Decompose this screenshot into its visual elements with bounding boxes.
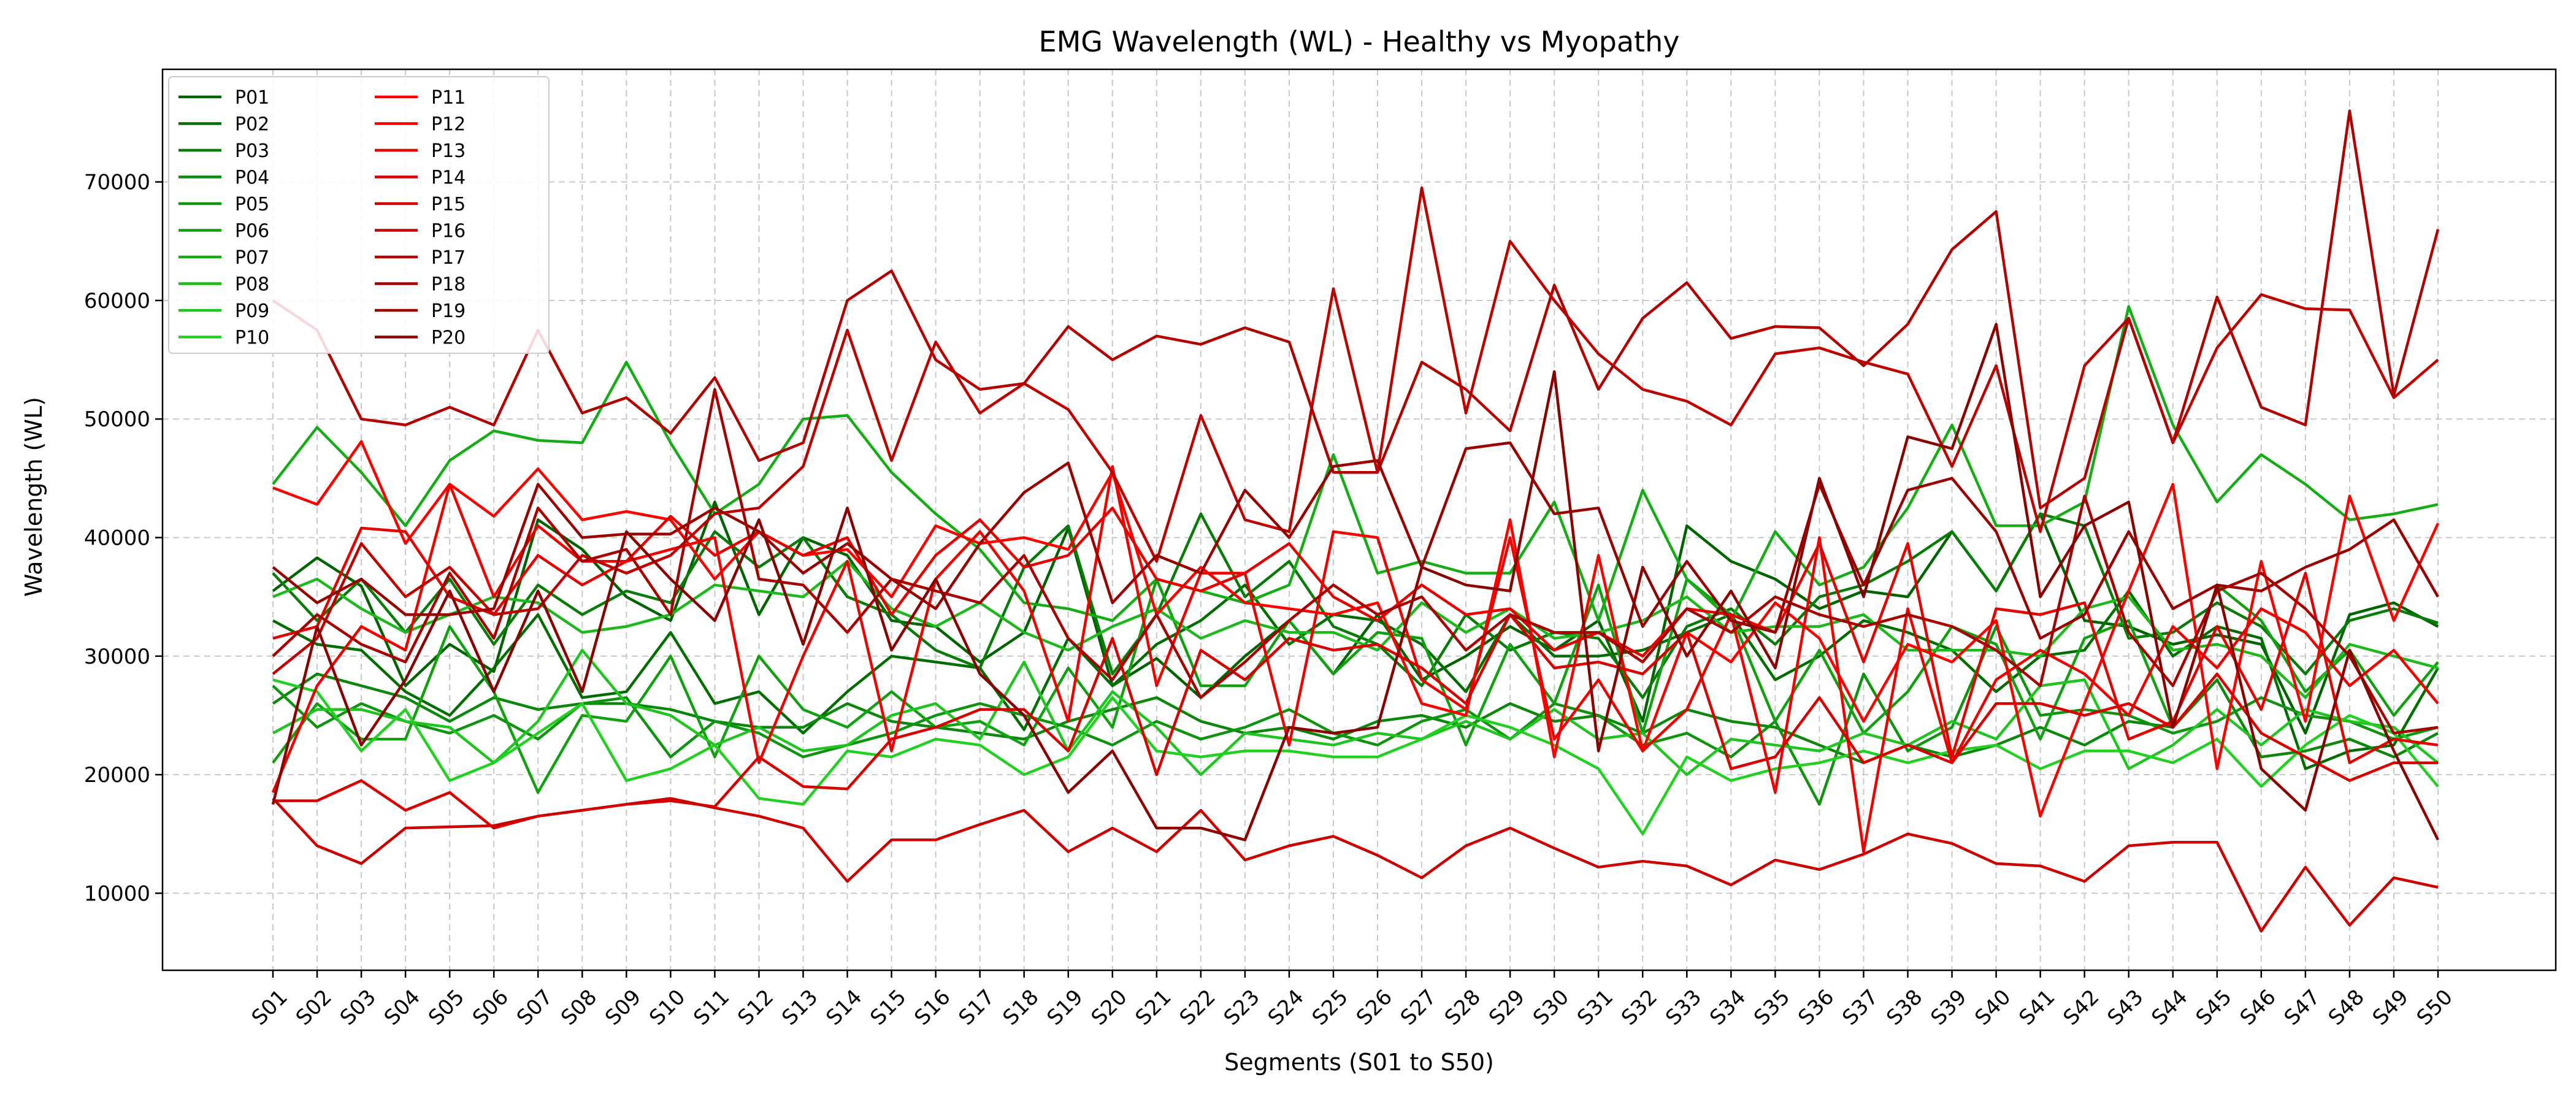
legend-label: P10 bbox=[235, 328, 269, 349]
series-line-p08 bbox=[272, 559, 2439, 699]
legend-label: P09 bbox=[235, 301, 269, 322]
legend: P01 P02 P03 P04 P05 P06 P07 P08 P09 P10 P11 P12 P13 P… bbox=[168, 76, 550, 354]
legend-label: P08 bbox=[235, 274, 269, 296]
series-line-p15 bbox=[272, 797, 2439, 933]
legend-label: P14 bbox=[431, 167, 466, 189]
legend-label: P05 bbox=[235, 194, 269, 215]
legend-label: P16 bbox=[431, 221, 466, 242]
series-line-p10 bbox=[272, 678, 2439, 835]
series-line-p16 bbox=[272, 186, 2439, 675]
legend-label: P03 bbox=[235, 140, 269, 162]
y-tick-label: 70000 bbox=[84, 171, 150, 195]
y-tick-label: 40000 bbox=[84, 526, 150, 550]
legend-label: P15 bbox=[431, 194, 466, 215]
y-tick-label: 20000 bbox=[84, 763, 150, 788]
x-axis-title: Segments (S01 to S50) bbox=[1224, 1049, 1494, 1076]
legend-label: P19 bbox=[431, 301, 466, 322]
legend-label: P04 bbox=[235, 167, 269, 189]
legend-label: P18 bbox=[431, 274, 466, 296]
legend-label: P01 bbox=[235, 87, 269, 109]
legend-label: P06 bbox=[235, 221, 269, 242]
series-line-p13 bbox=[272, 506, 2439, 764]
series-line-p18 bbox=[272, 388, 2439, 735]
legend-label: P17 bbox=[431, 247, 466, 269]
series-line-p09 bbox=[272, 648, 2439, 776]
legend-label: P07 bbox=[235, 247, 269, 269]
legend-label: P02 bbox=[235, 114, 269, 136]
series-line-p17 bbox=[272, 109, 2440, 510]
series-line-p19 bbox=[272, 441, 2439, 640]
series-line-p01 bbox=[272, 500, 2439, 735]
series-lines bbox=[271, 109, 2440, 933]
series-line-p02 bbox=[272, 583, 2439, 770]
y-tick-label: 60000 bbox=[84, 289, 150, 313]
series-line-p20 bbox=[271, 323, 2440, 841]
legend-label: P13 bbox=[431, 140, 466, 162]
legend-box bbox=[168, 76, 550, 354]
plot-area-frame bbox=[161, 68, 2557, 972]
y-axis-title: Wavelength (WL) bbox=[20, 397, 47, 597]
y-tick-label: 10000 bbox=[84, 881, 150, 906]
legend-label: P20 bbox=[431, 328, 466, 349]
chart-title: EMG Wavelength (WL) - Healthy vs Myopath… bbox=[1039, 25, 1680, 58]
y-tick-label: 50000 bbox=[84, 407, 150, 432]
legend-label: P11 bbox=[431, 87, 466, 109]
legend-label: P12 bbox=[431, 114, 466, 136]
series-line-p07 bbox=[272, 305, 2439, 623]
y-tick-label: 30000 bbox=[84, 645, 150, 669]
y-axis: 10000 20000 30000 40000 50000 60000 70000 bbox=[84, 171, 163, 906]
series-line-p06 bbox=[272, 577, 2439, 794]
